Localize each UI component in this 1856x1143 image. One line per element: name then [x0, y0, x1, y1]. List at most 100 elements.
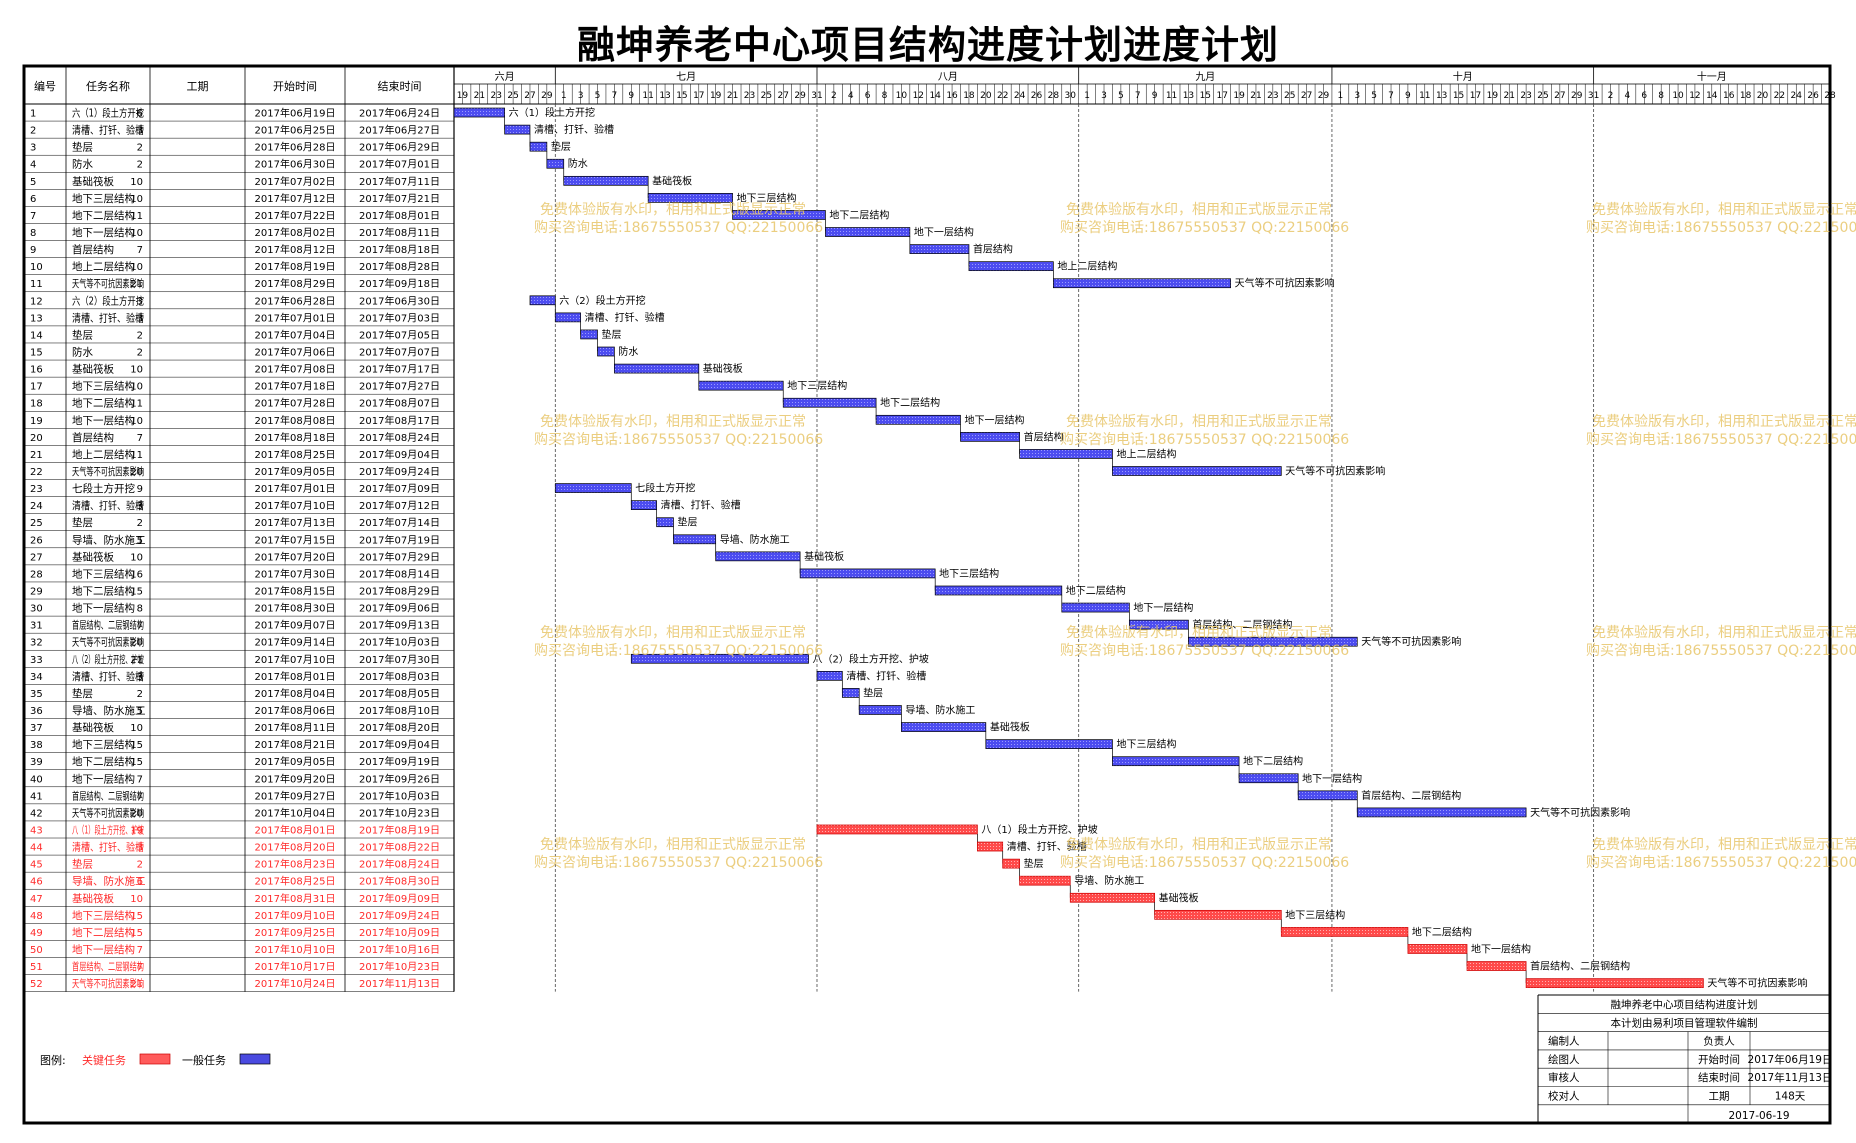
task-id: 24 — [30, 501, 43, 512]
task-start: 2017年08月25日 — [255, 875, 336, 888]
bar-label: 六（1）段土方开挖 — [509, 106, 595, 119]
bar-label: 地下一层结构 — [965, 413, 1025, 426]
task-bar — [960, 432, 1020, 442]
task-bar — [656, 517, 674, 528]
task-id: 50 — [30, 945, 43, 956]
task-id: 34 — [30, 672, 43, 683]
watermark-text: 购买咨询电话:18675550537 QQ:22150066 — [534, 643, 823, 659]
task-bar — [504, 124, 531, 135]
task-duration: 21 — [130, 279, 143, 290]
task-end: 2017年08月24日 — [359, 858, 440, 871]
task-duration: 2 — [137, 330, 143, 341]
task-end: 2017年07月17日 — [359, 363, 440, 376]
watermark-text: 购买咨询电话:18675550537 QQ:22150066 — [534, 855, 823, 871]
task-duration: 7 — [137, 774, 143, 785]
bar-label: 清槽、打钎、验槽 — [661, 499, 741, 512]
task-end: 2017年08月30日 — [359, 875, 440, 888]
watermark-text: 免费体验版有水印，相用和正式版显示正常 — [1066, 625, 1332, 641]
task-bar — [909, 244, 970, 254]
task-name: 六（2）段土方开挖 — [72, 294, 144, 307]
task-bar — [858, 705, 902, 715]
task-duration: 5 — [137, 706, 143, 717]
task-start: 2017年07月08日 — [255, 363, 336, 376]
task-end: 2017年07月19日 — [359, 533, 440, 546]
task-start: 2017年06月25日 — [255, 124, 336, 137]
watermark-text: 免费体验版有水印，相用和正式版显示正常 — [1592, 414, 1856, 430]
task-end: 2017年10月23日 — [359, 806, 440, 819]
watermark-text: 购买咨询电话:18675550537 QQ:22150066 — [1060, 432, 1349, 448]
task-id: 16 — [30, 365, 43, 376]
task-bar — [1297, 790, 1358, 801]
watermark-text: 购买咨询电话:18675550537 QQ:22150066 — [1586, 855, 1856, 871]
bar-label: 天气等不可抗因素影响 — [1530, 806, 1630, 819]
bar-label: 地下三层结构 — [787, 379, 847, 392]
task-name: 地下三层结构 — [72, 380, 135, 393]
task-name: 地下三层结构 — [72, 909, 135, 922]
month-label: 六月 — [495, 71, 515, 83]
task-id: 6 — [30, 194, 36, 205]
task-id: 35 — [30, 689, 43, 700]
task-name: 六（1）段土方开挖 — [72, 107, 144, 120]
task-bar — [875, 414, 961, 425]
task-end: 2017年07月09日 — [359, 482, 440, 495]
task-name: 地下二层结构 — [72, 755, 135, 768]
bar-label: 基础筏板 — [990, 721, 1030, 734]
task-start: 2017年07月01日 — [255, 482, 336, 495]
task-name: 八（1）段土方开挖、护坡 — [72, 823, 144, 836]
task-bar — [715, 551, 801, 562]
task-start: 2017年07月30日 — [255, 567, 336, 580]
task-end: 2017年11月13日 — [359, 977, 440, 990]
outer-frame — [22, 64, 1832, 1125]
task-duration: 19 — [130, 825, 143, 836]
task-duration: 7 — [137, 791, 143, 802]
task-name: 防水 — [72, 346, 93, 359]
task-duration: 10 — [130, 228, 143, 239]
task-name: 天气等不可抗因素影响 — [72, 277, 144, 290]
task-bar — [554, 483, 632, 493]
task-name: 地下三层结构 — [72, 738, 135, 751]
task-end: 2017年08月17日 — [359, 414, 440, 427]
task-duration: 11 — [130, 211, 143, 222]
title-block-cell: 2017年06月19日 — [1748, 1053, 1833, 1066]
header-name: 任务名称 — [86, 79, 130, 93]
task-id: 26 — [30, 535, 43, 546]
task-duration: 7 — [137, 433, 143, 444]
task-id: 19 — [30, 416, 43, 427]
task-start: 2017年07月06日 — [255, 346, 336, 359]
task-duration: 2 — [137, 689, 143, 700]
bar-label: 地上二层结构 — [1116, 447, 1176, 460]
bar-label: 地下二层结构 — [1243, 755, 1303, 768]
task-start: 2017年09月14日 — [255, 636, 336, 649]
task-bar — [732, 210, 826, 220]
task-bar — [529, 295, 556, 306]
task-end: 2017年10月23日 — [359, 960, 440, 973]
task-end: 2017年08月10日 — [359, 704, 440, 717]
task-end: 2017年09月24日 — [359, 909, 440, 922]
critical-task-bar — [1525, 978, 1704, 988]
task-duration: 2 — [137, 348, 143, 359]
title-block-cell: 负责人 — [1703, 1035, 1735, 1048]
task-start: 2017年07月22日 — [255, 209, 336, 222]
bar-label: 地上二层结构 — [1057, 260, 1117, 273]
task-duration: 15 — [130, 740, 143, 751]
bar-label: 地下一层结构 — [1302, 772, 1362, 785]
task-end: 2017年07月12日 — [359, 499, 440, 512]
task-name: 清槽、打钎、验槽 — [72, 311, 144, 324]
task-name: 垫层 — [72, 687, 93, 700]
task-start: 2017年07月15日 — [255, 533, 336, 546]
task-start: 2017年08月29日 — [255, 277, 336, 290]
task-start: 2017年07月10日 — [255, 499, 336, 512]
task-duration: 20 — [130, 808, 143, 819]
task-start: 2017年08月25日 — [255, 448, 336, 461]
task-duration: 16 — [130, 569, 143, 580]
task-name: 基础筏板 — [72, 363, 114, 376]
task-id: 46 — [30, 877, 43, 888]
task-id: 33 — [30, 655, 43, 666]
task-duration: 11 — [130, 399, 143, 410]
task-id: 14 — [30, 330, 43, 341]
watermark-text: 免费体验版有水印，相用和正式版显示正常 — [540, 837, 806, 853]
task-end: 2017年08月28日 — [359, 260, 440, 273]
task-duration: 10 — [130, 262, 143, 273]
task-end: 2017年09月04日 — [359, 448, 440, 461]
